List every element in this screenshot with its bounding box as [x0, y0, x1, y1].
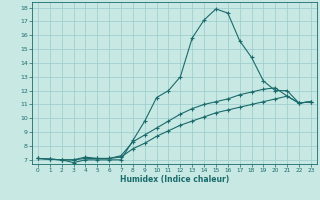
X-axis label: Humidex (Indice chaleur): Humidex (Indice chaleur) [120, 175, 229, 184]
